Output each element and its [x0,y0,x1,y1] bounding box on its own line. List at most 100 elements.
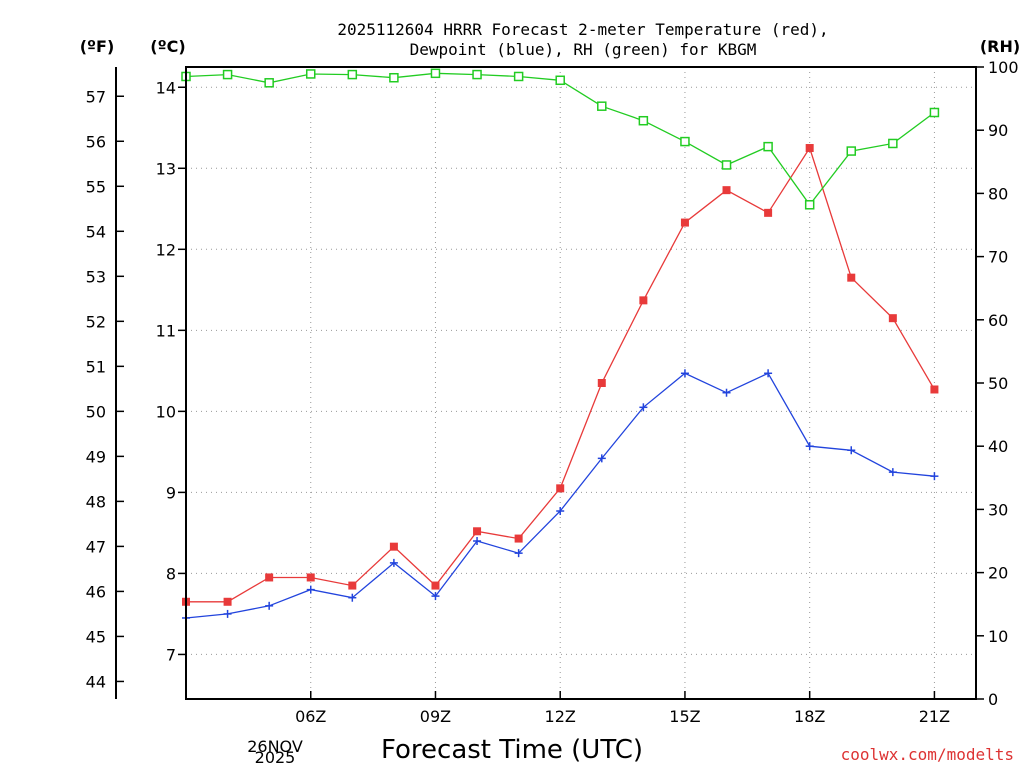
x-tick-label: 12Z [545,707,576,726]
celsius-tick-label: 13 [156,159,176,178]
rh-point [389,72,399,83]
data-series [181,68,940,622]
rh-tick-label: 70 [988,248,1008,267]
dewpoint-point [639,403,648,412]
dewpoint-point [597,454,606,463]
date-label-year: 2025 [255,748,296,767]
celsius-tick-label: 7 [166,645,176,664]
fahrenheit-tick-label: 55 [86,177,106,196]
dewpoint-point [265,601,274,610]
rh-point [846,146,857,156]
rh-tick-label: 40 [988,437,1008,456]
chart-title-line-2: Dewpoint (blue), RH (green) for KBGM [410,40,757,59]
chart-title-line-1: 2025112604 HRRR Forecast 2-meter Tempera… [337,20,828,39]
credit-link[interactable]: coolwx.com/modelts [841,745,1014,764]
rh-point [513,71,524,82]
fahrenheit-tick-label: 46 [86,582,106,601]
x-tick-label: 06Z [295,707,326,726]
dewpoint-point [847,446,856,455]
2-meter-temperature-point [930,385,939,394]
rh-point [264,78,274,88]
celsius-tick-label: 9 [166,483,176,502]
fahrenheit-tick-label: 56 [86,132,106,151]
2-meter-temperature-point [597,379,606,387]
dewpoint-point [348,593,357,602]
rh-point [222,69,233,80]
axes: 06Z 09Z 12Z 15Z 18Z 21Z 7 8 9 10 11 12 13 14 44 45 46 47 4… [86,58,1019,726]
2-meter-temperature-point [556,484,565,493]
rh-point [929,107,940,118]
celsius-tick-label: 8 [166,564,176,583]
fahrenheit-unit-label: (ºF) [80,37,115,56]
rh-point [347,69,358,80]
2-meter-temperature-point [431,581,440,590]
rh-unit-label: (RH) [980,37,1020,56]
fahrenheit-tick-label: 48 [86,492,106,511]
rh-point [721,160,732,170]
rh-tick-label: 30 [988,500,1008,519]
dewpoint-point [473,537,482,545]
fahrenheit-tick-label: 45 [86,627,106,646]
x-axis-title: Forecast Time (UTC) [381,735,643,765]
2-meter-temperature-point [805,144,814,153]
fahrenheit-tick-label: 54 [86,222,106,241]
fahrenheit-tick-label: 50 [86,402,106,421]
fahrenheit-tick-label: 53 [86,267,106,286]
dewpoint-point [223,609,232,618]
2-meter-temperature-point [265,573,274,582]
2-meter-temperature-point [306,573,315,582]
2-meter-temperature-point [847,273,856,282]
plot-frame [185,66,977,700]
dewpoint-point [805,442,814,451]
2-meter-temperature-point [680,218,689,227]
rh-tick-label: 0 [988,690,998,709]
celsius-tick-label: 11 [156,321,176,340]
rh-point [305,69,316,79]
rh-tick-label: 50 [988,374,1008,393]
rh-tick-label: 80 [988,184,1008,203]
2-meter-temperature-point [348,581,357,590]
rh-tick-label: 90 [988,121,1008,140]
date-label-day: 26NOV [247,737,303,756]
rh-point [763,141,773,152]
rh-point [680,136,690,147]
2-meter-temperature-point [223,597,232,606]
x-tick-label: 18Z [794,707,825,726]
rh-point [472,69,482,80]
rh-point [638,115,649,126]
2-meter-temperature-point [639,296,648,305]
x-tick-label: 21Z [919,707,950,726]
fahrenheit-tick-label: 47 [86,537,106,556]
2-meter-temperature-point [389,542,398,551]
2-meter-temperature-point [722,186,731,195]
dewpoint-point [930,472,939,481]
fahrenheit-tick-label: 49 [86,447,106,466]
fahrenheit-tick-label: 52 [86,312,106,331]
dewpoint-point [722,388,731,397]
rh-point [804,200,815,210]
celsius-tick-label: 10 [156,402,176,421]
dewpoint-point [431,592,440,601]
rh-point [888,138,898,149]
dewpoint-point [389,558,398,567]
dewpoint-point [764,369,773,378]
fahrenheit-tick-label: 57 [86,87,106,106]
rh-point [597,101,607,111]
x-tick-label: 09Z [420,707,451,726]
rh-point [430,68,441,79]
celsius-unit-label: (ºC) [150,37,185,56]
dewpoint-point [680,369,689,378]
rh-tick-label: 20 [988,564,1008,583]
celsius-tick-label: 12 [156,240,176,259]
2-meter-temperature-point [473,527,482,536]
grid-lines [186,67,976,699]
dewpoint-point [888,468,897,477]
dewpoint-point [556,507,565,516]
2-meter-temperature-point [888,314,897,323]
rh-point [555,75,565,86]
2-meter-temperature-point [514,534,523,543]
2-meter-temperature-point [764,208,773,217]
x-tick-label: 15Z [669,707,700,726]
